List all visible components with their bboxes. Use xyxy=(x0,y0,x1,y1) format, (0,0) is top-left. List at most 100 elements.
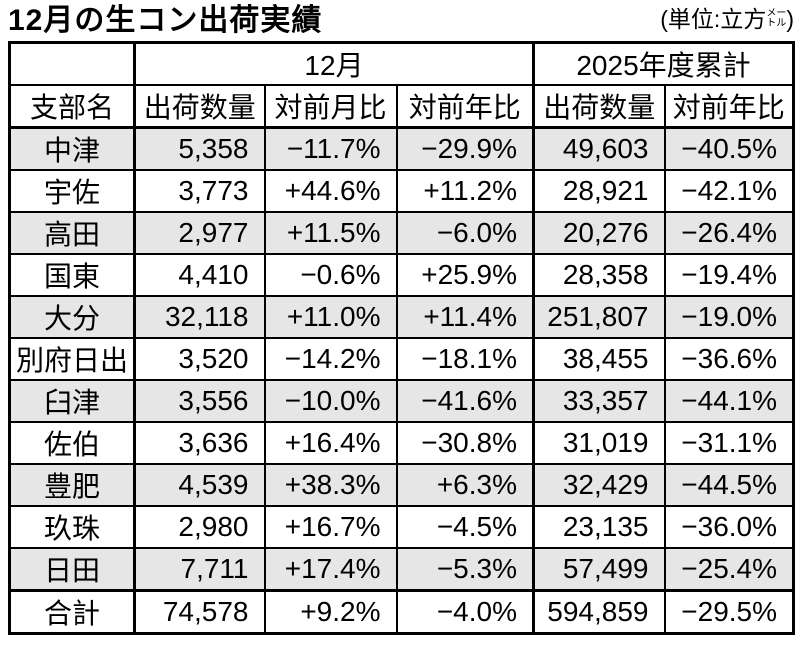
cum-qty-cell: 28,921 xyxy=(532,169,666,213)
dec-yoy-cell: +25.9% xyxy=(395,253,535,297)
dec-qty-cell: 3,636 xyxy=(133,421,266,465)
col-header-shipment-qty-cum: 出荷数量 xyxy=(532,84,666,129)
dec-mom-cell: −14.2% xyxy=(263,337,398,381)
cum-yoy-cell: −25.4% xyxy=(663,547,795,592)
cum-yoy-cell: −31.1% xyxy=(663,421,795,465)
table-row-beppu-hiji: 別府日出 3,520 −14.2% −18.1% 38,455 −36.6% xyxy=(8,337,795,381)
dec-yoy-cell: −30.8% xyxy=(395,421,535,465)
cum-yoy-cell: −36.0% xyxy=(663,505,795,549)
table-row-saiki: 佐伯 3,636 +16.4% −30.8% 31,019 −31.1% xyxy=(8,421,795,465)
total-row: 合計 74,578 +9.2% −4.0% 594,859 −29.5% xyxy=(8,589,795,635)
dec-qty-cell: 3,556 xyxy=(133,379,266,423)
col-header-branch: 支部名 xyxy=(8,84,136,129)
dec-qty-cell: 3,773 xyxy=(133,169,266,213)
branch-name-cell: 中津 xyxy=(8,126,136,171)
cum-qty-cell: 49,603 xyxy=(532,126,666,171)
branch-name-cell: 高田 xyxy=(8,211,136,255)
dec-qty-cell: 2,977 xyxy=(133,211,266,255)
col-header-yoy-dec: 対前年比 xyxy=(395,84,535,129)
cum-yoy-cell: −19.4% xyxy=(663,253,795,297)
cum-qty-cell: 31,019 xyxy=(532,421,666,465)
cum-yoy-cell: −19.0% xyxy=(663,295,795,339)
dec-mom-cell: −0.6% xyxy=(263,253,398,297)
cum-qty-cell: 38,455 xyxy=(532,337,666,381)
dec-yoy-cell: −29.9% xyxy=(395,126,535,171)
cum-yoy-cell: −42.1% xyxy=(663,169,795,213)
group-header-fiscal-cumulative: 2025年度累計 xyxy=(531,41,795,86)
branch-name-cell: 宇佐 xyxy=(8,169,136,213)
unit-suffix: ) xyxy=(786,6,794,32)
total-cum-qty-cell: 594,859 xyxy=(532,589,666,635)
dec-yoy-cell: +11.4% xyxy=(395,295,535,339)
group-header-december: 12月 xyxy=(133,41,535,86)
group-header-blank xyxy=(8,41,136,86)
total-dec-yoy-cell: −4.0% xyxy=(395,589,535,635)
total-dec-mom-cell: +9.2% xyxy=(263,589,398,635)
dec-qty-cell: 7,711 xyxy=(133,547,266,592)
dec-yoy-cell: +6.3% xyxy=(395,463,535,507)
cum-yoy-cell: −26.4% xyxy=(663,211,795,255)
branch-name-cell: 別府日出 xyxy=(8,337,136,381)
dec-mom-cell: +16.7% xyxy=(263,505,398,549)
total-dec-qty-cell: 74,578 xyxy=(133,589,266,635)
dec-qty-cell: 5,358 xyxy=(133,126,266,171)
dec-mom-cell: +11.5% xyxy=(263,211,398,255)
cum-qty-cell: 20,276 xyxy=(532,211,666,255)
table-row-hohi: 豊肥 4,539 +38.3% +6.3% 32,429 −44.5% xyxy=(8,463,795,507)
dec-qty-cell: 4,539 xyxy=(133,463,266,507)
branch-name-cell: 佐伯 xyxy=(8,421,136,465)
cum-yoy-cell: −40.5% xyxy=(663,126,795,171)
cum-qty-cell: 28,358 xyxy=(532,253,666,297)
cum-qty-cell: 32,429 xyxy=(532,463,666,507)
dec-yoy-cell: −18.1% xyxy=(395,337,535,381)
dec-qty-cell: 3,520 xyxy=(133,337,266,381)
cubic-meter-stacked-glyph: メー トル xyxy=(766,7,787,29)
dec-qty-cell: 4,410 xyxy=(133,253,266,297)
page-title: 12月の生コン出荷実績 xyxy=(8,4,323,37)
dec-yoy-cell: −6.0% xyxy=(395,211,535,255)
unit-prefix: (単位:立方 xyxy=(660,6,767,32)
shipment-table: 12月 2025年度累計 支部名 出荷数量 対前月比 対前年比 出荷数量 対前年… xyxy=(8,41,796,635)
cum-yoy-cell: −44.5% xyxy=(663,463,795,507)
cum-qty-cell: 33,357 xyxy=(532,379,666,423)
col-header-shipment-qty-dec: 出荷数量 xyxy=(133,84,266,129)
dec-yoy-cell: −41.6% xyxy=(395,379,535,423)
cum-qty-cell: 57,499 xyxy=(532,547,666,592)
table-row-hita: 日田 7,711 +17.4% −5.3% 57,499 −25.4% xyxy=(8,547,795,592)
dec-yoy-cell: −5.3% xyxy=(395,547,535,592)
branch-name-cell: 国東 xyxy=(8,253,136,297)
total-label-cell: 合計 xyxy=(8,589,136,635)
table-row-oita: 大分 32,118 +11.0% +11.4% 251,807 −19.0% xyxy=(8,295,795,339)
cum-qty-cell: 23,135 xyxy=(532,505,666,549)
group-header-row: 12月 2025年度累計 xyxy=(8,41,795,86)
dec-mom-cell: +38.3% xyxy=(263,463,398,507)
dec-qty-cell: 2,980 xyxy=(133,505,266,549)
dec-mom-cell: −11.7% xyxy=(263,126,398,171)
table-row-nakatsu: 中津 5,358 −11.7% −29.9% 49,603 −40.5% xyxy=(8,126,795,171)
branch-name-cell: 大分 xyxy=(8,295,136,339)
unit-label: (単位:立方 メー トル) xyxy=(660,3,794,35)
table-row-kusu: 玖珠 2,980 +16.7% −4.5% 23,135 −36.0% xyxy=(8,505,795,549)
total-cum-yoy-cell: −29.5% xyxy=(663,589,795,635)
branch-name-cell: 豊肥 xyxy=(8,463,136,507)
column-header-row: 支部名 出荷数量 対前月比 対前年比 出荷数量 対前年比 xyxy=(8,84,795,129)
col-header-yoy-cum: 対前年比 xyxy=(663,84,795,129)
branch-name-cell: 臼津 xyxy=(8,379,136,423)
cum-qty-cell: 251,807 xyxy=(532,295,666,339)
dec-yoy-cell: +11.2% xyxy=(395,169,535,213)
dec-mom-cell: +44.6% xyxy=(263,169,398,213)
dec-yoy-cell: −4.5% xyxy=(395,505,535,549)
branch-name-cell: 玖珠 xyxy=(8,505,136,549)
table-row-takada: 高田 2,977 +11.5% −6.0% 20,276 −26.4% xyxy=(8,211,795,255)
dec-mom-cell: +11.0% xyxy=(263,295,398,339)
dec-mom-cell: +16.4% xyxy=(263,421,398,465)
header-bar: 12月の生コン出荷実績 (単位:立方 メー トル) xyxy=(0,0,800,41)
branch-name-cell: 日田 xyxy=(8,547,136,592)
cum-yoy-cell: −36.6% xyxy=(663,337,795,381)
dec-mom-cell: +17.4% xyxy=(263,547,398,592)
col-header-mom-dec: 対前月比 xyxy=(263,84,398,129)
table-row-usutsu: 臼津 3,556 −10.0% −41.6% 33,357 −44.1% xyxy=(8,379,795,423)
dec-qty-cell: 32,118 xyxy=(133,295,266,339)
table-row-kunisaki: 国東 4,410 −0.6% +25.9% 28,358 −19.4% xyxy=(8,253,795,297)
